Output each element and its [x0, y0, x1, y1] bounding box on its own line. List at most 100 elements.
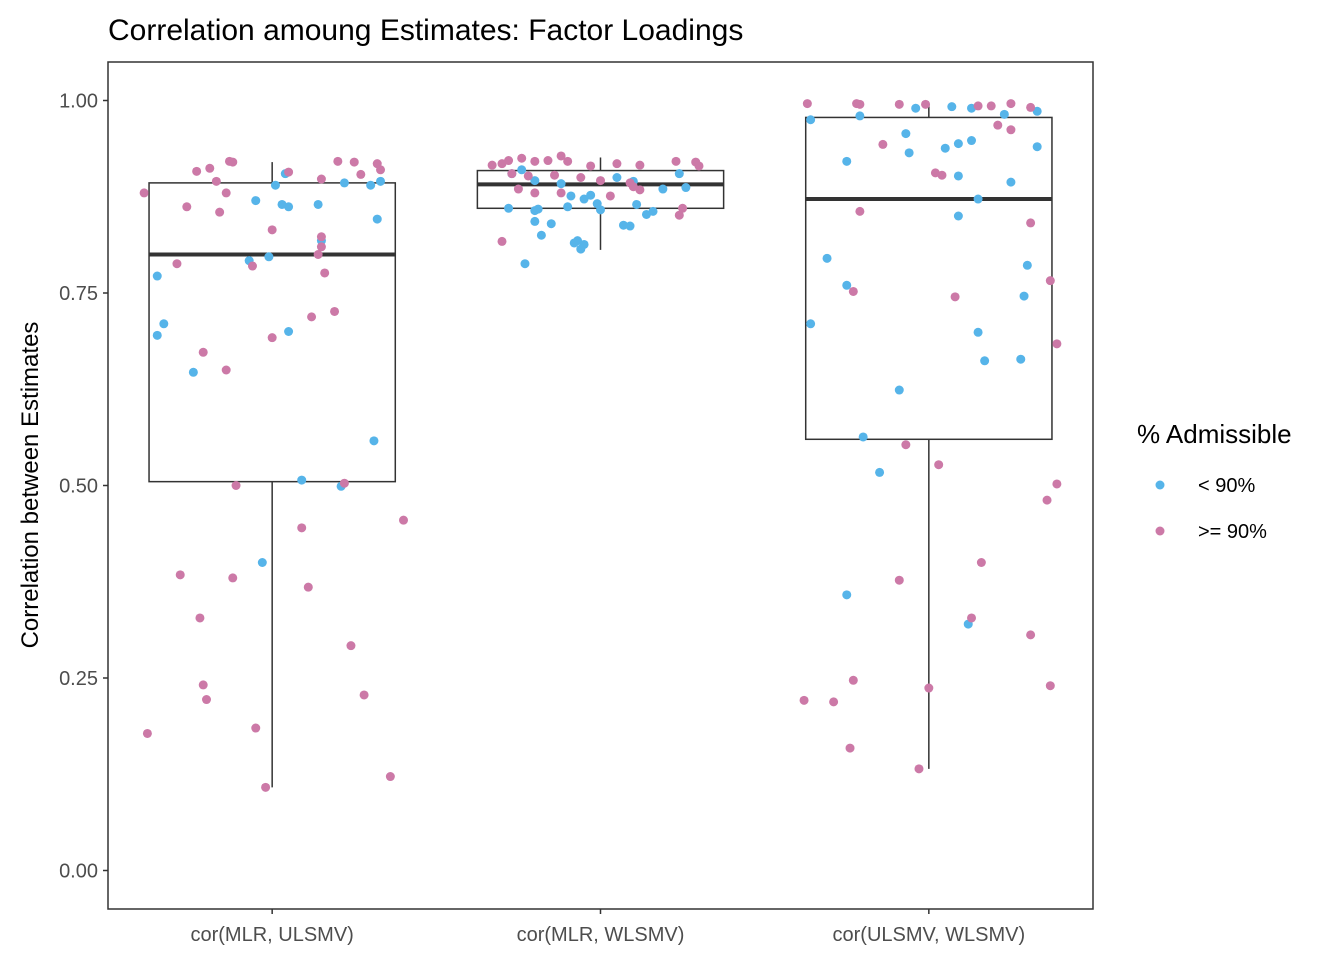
data-point [848, 675, 858, 685]
data-point [566, 191, 576, 201]
data-point [231, 481, 241, 490]
data-point [953, 211, 963, 221]
data-point [845, 743, 855, 753]
data-point [497, 236, 507, 246]
data-point [973, 194, 983, 204]
y-tick-label: 0.25 [59, 668, 98, 690]
data-point [339, 478, 349, 488]
data-point [980, 356, 990, 366]
data-point [806, 319, 816, 329]
legend-key [1155, 480, 1165, 490]
data-point [297, 475, 307, 485]
data-point [678, 203, 688, 213]
legend-item: >= 90% [1155, 521, 1267, 543]
legend-label: < 90% [1198, 475, 1255, 497]
data-point [901, 129, 911, 139]
data-point [858, 432, 868, 442]
data-point [330, 306, 340, 316]
data-point [658, 184, 668, 194]
data-point [267, 333, 277, 343]
data-point [264, 252, 274, 262]
data-point [671, 156, 681, 166]
data-point [372, 214, 382, 224]
x-axis: cor(MLR, ULSMV) cor(MLR, WLSMV) cor(ULSMV,… [190, 909, 1025, 946]
data-point [822, 253, 832, 263]
data-point [911, 103, 921, 113]
data-point [563, 156, 573, 166]
data-point [967, 613, 977, 623]
data-point [507, 169, 517, 179]
data-point [556, 188, 566, 198]
data-point [284, 202, 294, 212]
data-point [953, 171, 963, 181]
points-layer [139, 99, 1062, 792]
data-point [550, 170, 560, 180]
data-point [674, 169, 684, 179]
data-point [802, 99, 812, 109]
data-point [313, 250, 323, 259]
data-point [967, 136, 977, 146]
data-point [172, 259, 182, 269]
y-tick-label: 1.00 [59, 91, 98, 113]
data-point [228, 573, 238, 583]
data-point [520, 259, 530, 269]
data-point [215, 207, 225, 217]
data-point [986, 101, 996, 111]
data-point [307, 312, 317, 322]
data-point [993, 120, 1003, 130]
data-point [999, 109, 1009, 119]
data-point [284, 167, 294, 177]
data-point [681, 183, 691, 193]
data-point [152, 271, 162, 281]
data-point [202, 695, 211, 705]
box-body [804, 116, 1053, 441]
data-point [513, 184, 523, 194]
data-point [267, 225, 277, 235]
data-point [901, 440, 911, 450]
data-point [530, 188, 540, 198]
data-point [586, 190, 596, 200]
x-tick-label: cor(ULSMV, WLSMV) [833, 924, 1026, 946]
data-point [576, 244, 586, 254]
data-point [605, 191, 615, 201]
data-point [842, 590, 852, 600]
data-point [376, 165, 386, 175]
data-point [596, 176, 605, 186]
data-point [894, 99, 904, 109]
data-point [356, 169, 366, 179]
data-point [1016, 354, 1026, 364]
data-point [947, 102, 957, 112]
data-point [543, 156, 553, 166]
y-tick-label: 0.75 [59, 283, 98, 305]
data-point [1022, 260, 1032, 270]
data-point [182, 202, 192, 212]
y-axis: 0.00 0.25 0.50 0.75 1.00 [59, 91, 108, 883]
data-point [195, 613, 205, 623]
data-point [346, 641, 356, 651]
data-point [556, 179, 566, 189]
data-point [530, 216, 540, 226]
data-point [855, 111, 865, 121]
data-point [139, 188, 149, 198]
data-point [198, 680, 208, 690]
data-point [904, 148, 914, 158]
data-point [806, 115, 816, 125]
data-point [251, 196, 261, 206]
data-point [333, 156, 343, 166]
data-point [316, 232, 326, 242]
data-point [940, 143, 950, 153]
data-point [875, 467, 885, 477]
data-point [1032, 106, 1042, 116]
data-point [297, 523, 307, 533]
y-tick-label: 0.50 [59, 476, 98, 498]
data-point [261, 782, 271, 792]
data-point [855, 206, 865, 216]
legend-item: < 90% [1155, 475, 1255, 497]
data-point [303, 582, 313, 592]
data-point [487, 160, 497, 170]
y-axis-title: Correlation between Estimates [17, 322, 44, 649]
data-point [188, 367, 198, 377]
data-point [349, 157, 359, 167]
data-point [221, 188, 231, 198]
data-point [694, 161, 704, 171]
